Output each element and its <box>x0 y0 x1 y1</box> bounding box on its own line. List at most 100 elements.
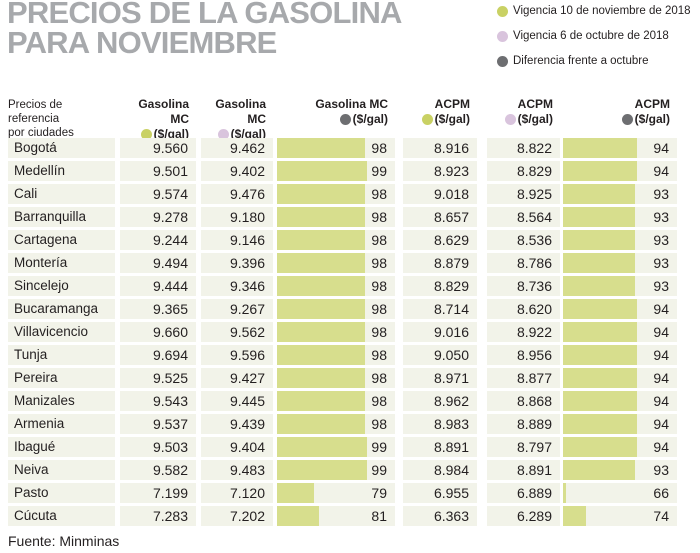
column-header: Gasolina MC ($/gal) <box>120 95 196 142</box>
cell-value: 98 <box>371 140 387 156</box>
cell-value: 9.494 <box>152 255 188 271</box>
table-row: Neiva 9.582 9.483 99 8.984 8.891 93 <box>8 460 685 480</box>
acpm-diff-cell: 93 <box>563 253 677 273</box>
diff-bar <box>277 253 365 273</box>
column-name: Gasolina MC <box>315 97 388 111</box>
page-title-line1: PRECIOS DE LA GASOLINA <box>7 0 402 30</box>
gasolina-diff-cell: 98 <box>277 345 395 365</box>
city-cell: Sincelejo <box>8 276 115 296</box>
acpm-diff-cell: 94 <box>563 368 677 388</box>
column-unit: ($/gal) <box>563 112 670 127</box>
gasolina-diff-cell: 98 <box>277 414 395 434</box>
cell-value: 7.120 <box>229 485 265 501</box>
city-cell: Pereira <box>8 368 115 388</box>
table-row: Pereira 9.525 9.427 98 8.971 8.877 94 <box>8 368 685 388</box>
diff-bar <box>277 207 365 227</box>
acpm-oct-cell: 8.829 <box>487 161 560 181</box>
gasolina-oct-cell: 9.439 <box>201 414 273 434</box>
gasolina-diff-cell: 98 <box>277 138 395 158</box>
acpm-diff-cell: 74 <box>563 506 677 526</box>
gasolina-nov-cell: 9.501 <box>120 161 196 181</box>
legend-dot-icon <box>497 30 508 42</box>
gasolina-diff-cell: 98 <box>277 368 395 388</box>
legend-label: Diferencia frente a octubre <box>513 55 649 67</box>
cell-value: 8.822 <box>516 140 552 156</box>
cell-value: 8.962 <box>433 393 469 409</box>
acpm-oct-cell: 8.786 <box>487 253 560 273</box>
diff-bar <box>563 437 638 457</box>
gasolina-nov-cell: 9.574 <box>120 184 196 204</box>
cell-value: 7.202 <box>229 508 265 524</box>
column-name: Gasolina MC <box>215 97 266 126</box>
gasolina-oct-cell: 9.596 <box>201 345 273 365</box>
gasolina-nov-cell: 9.278 <box>120 207 196 227</box>
cell-value: 8.868 <box>516 393 552 409</box>
cell-value: 9.562 <box>229 324 265 340</box>
cell-value: 93 <box>653 462 669 478</box>
acpm-oct-cell: 6.889 <box>487 483 560 503</box>
acpm-nov-cell: 8.879 <box>403 253 477 273</box>
cell-value: 9.146 <box>229 232 265 248</box>
cell-value: 9.560 <box>152 140 188 156</box>
acpm-diff-cell: 94 <box>563 161 677 181</box>
cell-value: 9.501 <box>152 163 188 179</box>
cell-value: 8.956 <box>516 347 552 363</box>
page-title: PRECIOS DE LA GASOLINA PARA NOVIEMBRE <box>7 0 402 58</box>
table-row: Villavicencio 9.660 9.562 98 9.016 8.922… <box>8 322 685 342</box>
cell-value: 93 <box>653 278 669 294</box>
diff-bar <box>563 460 635 480</box>
diff-bar <box>563 391 638 411</box>
cell-value: 98 <box>371 209 387 225</box>
cell-value: 9.427 <box>229 370 265 386</box>
diff-bar <box>563 207 635 227</box>
table-row: Medellín 9.501 9.402 99 8.923 8.829 94 <box>8 161 685 181</box>
gasolina-oct-cell: 9.180 <box>201 207 273 227</box>
acpm-diff-cell: 93 <box>563 230 677 250</box>
gasolina-nov-cell: 9.543 <box>120 391 196 411</box>
gasolina-diff-cell: 98 <box>277 391 395 411</box>
cell-value: 9.016 <box>433 324 469 340</box>
gasolina-oct-cell: 9.396 <box>201 253 273 273</box>
acpm-oct-cell: 8.736 <box>487 276 560 296</box>
cell-value: 9.503 <box>152 439 188 455</box>
gasolina-nov-cell: 7.199 <box>120 483 196 503</box>
cell-value: 9.582 <box>152 462 188 478</box>
gasolina-diff-cell: 99 <box>277 437 395 457</box>
header-dot-icon <box>421 114 433 125</box>
gasolina-nov-cell: 9.560 <box>120 138 196 158</box>
acpm-oct-cell: 8.822 <box>487 138 560 158</box>
cell-value: 98 <box>371 393 387 409</box>
cell-value: 6.955 <box>433 485 469 501</box>
cell-value: 94 <box>653 324 669 340</box>
gasolina-nov-cell: 9.494 <box>120 253 196 273</box>
cell-value: 94 <box>653 393 669 409</box>
table-row: Cali 9.574 9.476 98 9.018 8.925 93 <box>8 184 685 204</box>
cell-value: 9.018 <box>433 186 469 202</box>
diff-bar <box>563 184 635 204</box>
cell-value: 8.797 <box>516 439 552 455</box>
cell-value: 98 <box>371 347 387 363</box>
header-dot-icon <box>621 114 633 125</box>
city-cell: Barranquilla <box>8 207 115 227</box>
cell-value: 9.445 <box>229 393 265 409</box>
acpm-oct-cell: 8.877 <box>487 368 560 388</box>
legend-dot-icon <box>497 55 508 67</box>
acpm-oct-cell: 8.620 <box>487 299 560 319</box>
gasolina-nov-cell: 9.694 <box>120 345 196 365</box>
diff-bar <box>563 299 638 319</box>
column-unit: ($/gal) <box>120 127 189 142</box>
gasolina-diff-cell: 98 <box>277 299 395 319</box>
cell-value: 8.657 <box>433 209 469 225</box>
acpm-oct-cell: 8.925 <box>487 184 560 204</box>
acpm-diff-cell: 94 <box>563 437 677 457</box>
cell-value: 94 <box>653 140 669 156</box>
acpm-nov-cell: 9.018 <box>403 184 477 204</box>
cell-value: 8.736 <box>516 278 552 294</box>
table-header-row: Precios de referencia por ciudades Gasol… <box>8 95 685 141</box>
cell-value: 99 <box>371 439 387 455</box>
column-name: ACPM <box>434 97 470 111</box>
cell-value: 7.283 <box>152 508 188 524</box>
page-title-line2: PARA NOVIEMBRE <box>7 25 277 60</box>
gasolina-oct-cell: 9.267 <box>201 299 273 319</box>
cell-value: 8.786 <box>516 255 552 271</box>
